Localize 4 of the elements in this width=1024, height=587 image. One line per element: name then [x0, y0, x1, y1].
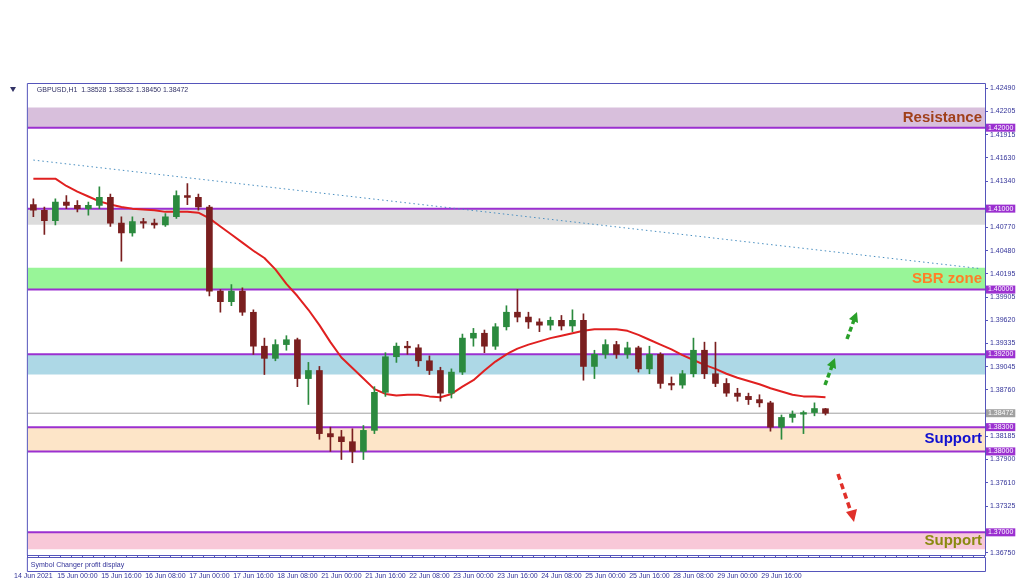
- band-label: SBR zone: [911, 268, 982, 286]
- band-label: Resistance: [902, 107, 982, 125]
- band-label: Support: [924, 530, 982, 548]
- band-label: Support: [924, 429, 982, 447]
